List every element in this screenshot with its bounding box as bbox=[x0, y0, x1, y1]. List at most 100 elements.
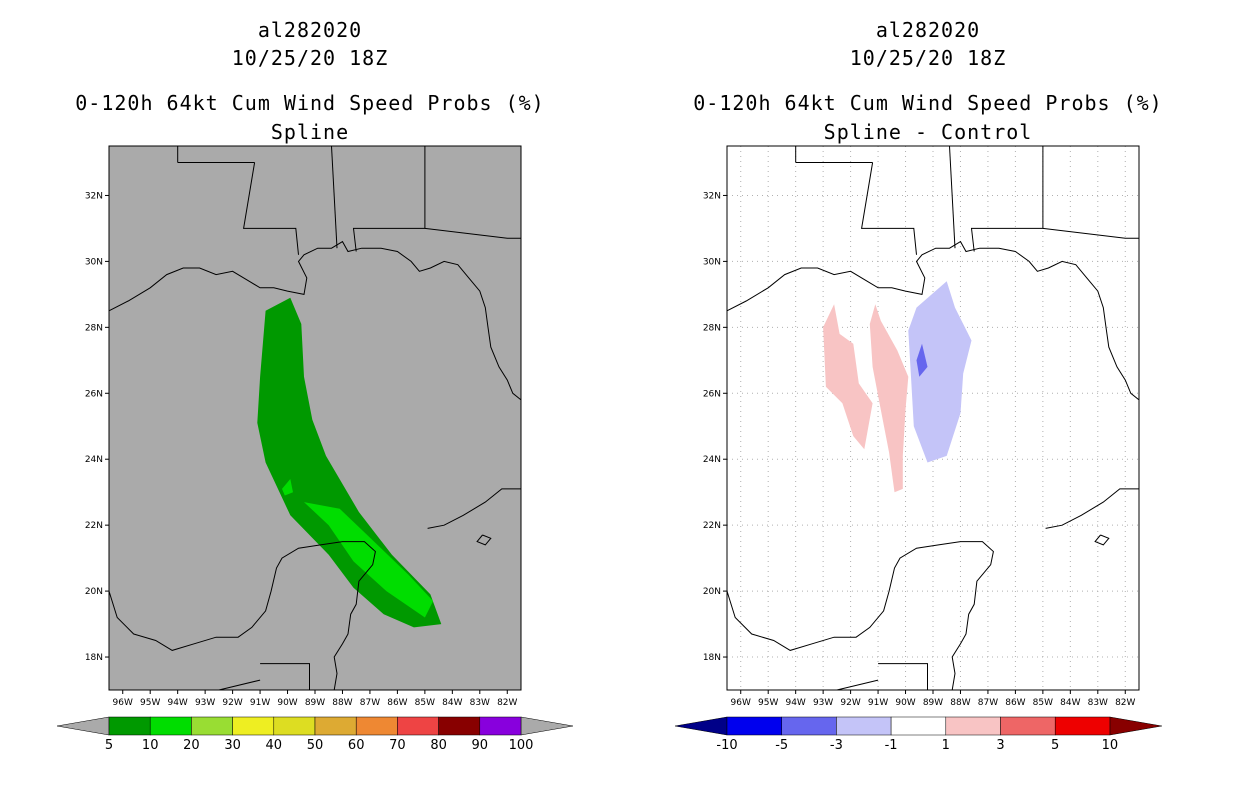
x-tick-label: 83W bbox=[1088, 698, 1108, 708]
colorbar-swatch bbox=[397, 716, 439, 736]
colorbar-label: 10 bbox=[142, 738, 159, 753]
contour-region-1 bbox=[304, 502, 434, 618]
colorbar-under-triangle bbox=[56, 716, 110, 736]
x-tick-label: 90W bbox=[895, 698, 915, 708]
colorbar-swatch bbox=[438, 716, 481, 736]
y-tick-label: 28N bbox=[85, 323, 103, 333]
colorbar-swatch bbox=[108, 716, 151, 736]
y-tick-label: 26N bbox=[85, 389, 103, 399]
colorbar-swatch bbox=[890, 716, 947, 736]
coastline-7 bbox=[331, 145, 338, 249]
colorbar-left: 5 10 20 30 40 50 60 70 80 90 100 bbox=[56, 716, 574, 753]
colorbar-swatch bbox=[781, 716, 837, 736]
x-tick-label: 82W bbox=[497, 698, 517, 708]
right-chart-title: 0-120h 64kt Cum Wind Speed Probs (%) bbox=[693, 91, 1163, 115]
colorbar-right: -10 -5 -3 -1 1 3 5 10 bbox=[674, 716, 1162, 753]
colorbar-label: 100 bbox=[509, 738, 534, 753]
x-tick-label: 86W bbox=[1005, 698, 1025, 708]
contour-region-2 bbox=[282, 479, 293, 496]
x-tick-label: 83W bbox=[470, 698, 490, 708]
x-tick-label: 87W bbox=[978, 698, 998, 708]
colorbar-label: 3 bbox=[996, 738, 1004, 753]
y-tick-label: 30N bbox=[85, 257, 103, 267]
coastline-10 bbox=[260, 663, 310, 690]
y-tick-label: 22N bbox=[703, 521, 721, 531]
y-tick-label: 18N bbox=[85, 653, 103, 663]
colorbar-swatch bbox=[1054, 716, 1111, 736]
coastline-2 bbox=[1045, 488, 1139, 529]
x-tick-label: 93W bbox=[195, 698, 215, 708]
x-tick-label: 93W bbox=[813, 698, 833, 708]
y-tick-label: 28N bbox=[703, 323, 721, 333]
x-tick-label: 96W bbox=[113, 698, 133, 708]
y-tick-label: 24N bbox=[703, 455, 721, 465]
colorbar-label: 80 bbox=[430, 738, 447, 753]
colorbar-label: 90 bbox=[472, 738, 489, 753]
colorbar-label: -10 bbox=[716, 738, 737, 753]
left-storm-id: al282020 bbox=[257, 18, 363, 42]
contour-region-1 bbox=[869, 304, 909, 493]
map-background bbox=[109, 146, 521, 690]
left-datetime: 10/25/20 18Z bbox=[231, 46, 389, 70]
x-tick-label: 89W bbox=[305, 698, 325, 708]
map-panel-left: 96W 95W 94W 93W 92W 91W 90W 89W 88W 87W 86W 85W 84W 8… bbox=[85, 145, 522, 708]
x-tick-label: 87W bbox=[360, 698, 380, 708]
axis-ticks: 96W 95W 94W 93W 92W 91W 90W 89W 88W 87W 86W 85W 84W 8… bbox=[703, 191, 1136, 708]
contour-region-3 bbox=[916, 343, 928, 377]
colorbar-swatch bbox=[149, 716, 192, 736]
left-chart-title: 0-120h 64kt Cum Wind Speed Probs (%) bbox=[75, 91, 545, 115]
colorbar-label: 70 bbox=[389, 738, 406, 753]
coastline-6 bbox=[243, 162, 299, 255]
x-tick-label: 88W bbox=[332, 698, 352, 708]
right-chart-subtitle: Spline - Control bbox=[823, 120, 1033, 144]
right-storm-id: al282020 bbox=[875, 18, 981, 42]
map-panel-right: 96W 95W 94W 93W 92W 91W 90W 89W 88W 87W 86W 85W 84W 8… bbox=[703, 145, 1140, 708]
colorbar-label: -5 bbox=[775, 738, 788, 753]
colorbar-swatch bbox=[314, 716, 357, 736]
x-tick-label: 84W bbox=[442, 698, 462, 708]
colorbar-label: 60 bbox=[348, 738, 365, 753]
coastline-2 bbox=[427, 488, 521, 529]
y-tick-label: 24N bbox=[85, 455, 103, 465]
colorbar-label: 1 bbox=[942, 738, 950, 753]
x-tick-label: 94W bbox=[785, 698, 805, 708]
axis-ticks: 96W 95W 94W 93W 92W 91W 90W 89W 88W 87W 86W 85W 84W 8… bbox=[85, 191, 518, 708]
contour-region-0 bbox=[823, 304, 873, 450]
coastline-1 bbox=[726, 541, 994, 691]
y-tick-label: 30N bbox=[703, 257, 721, 267]
colorbar-swatch bbox=[232, 716, 275, 736]
coastline-11 bbox=[218, 679, 261, 691]
x-tick-label: 91W bbox=[250, 698, 270, 708]
colorbar-over-triangle bbox=[520, 716, 574, 736]
x-tick-label: 82W bbox=[1115, 698, 1135, 708]
coastline-9 bbox=[424, 227, 521, 239]
colorbar-label: 30 bbox=[224, 738, 241, 753]
y-tick-label: 22N bbox=[85, 521, 103, 531]
colorbar-over-triangle bbox=[1109, 716, 1162, 736]
coastline-9 bbox=[1042, 227, 1139, 239]
coastlines bbox=[726, 145, 1140, 691]
y-tick-label: 18N bbox=[703, 653, 721, 663]
colorbar-label: 40 bbox=[266, 738, 283, 753]
colorbar-swatch bbox=[479, 716, 522, 736]
y-tick-label: 20N bbox=[85, 587, 103, 597]
y-tick-label: 26N bbox=[703, 389, 721, 399]
colorbar-swatch bbox=[191, 716, 233, 736]
x-tick-label: 88W bbox=[950, 698, 970, 708]
colorbar-swatch bbox=[355, 716, 398, 736]
contour-region-2 bbox=[908, 281, 972, 463]
contour-region-0 bbox=[257, 297, 442, 628]
coastline-10 bbox=[878, 663, 928, 690]
colorbar-label: 20 bbox=[183, 738, 200, 753]
colorbar-swatch bbox=[273, 716, 316, 736]
y-tick-label: 32N bbox=[703, 191, 721, 201]
colorbar-label: 5 bbox=[1051, 738, 1059, 753]
colorbar-under-triangle bbox=[674, 716, 728, 736]
coastline-6 bbox=[861, 162, 917, 255]
colorbar-swatch bbox=[1000, 716, 1056, 736]
coastlines bbox=[108, 145, 522, 691]
x-tick-label: 94W bbox=[167, 698, 187, 708]
coastline-3 bbox=[1094, 534, 1110, 546]
y-tick-label: 32N bbox=[85, 191, 103, 201]
coastline-0 bbox=[108, 240, 522, 401]
